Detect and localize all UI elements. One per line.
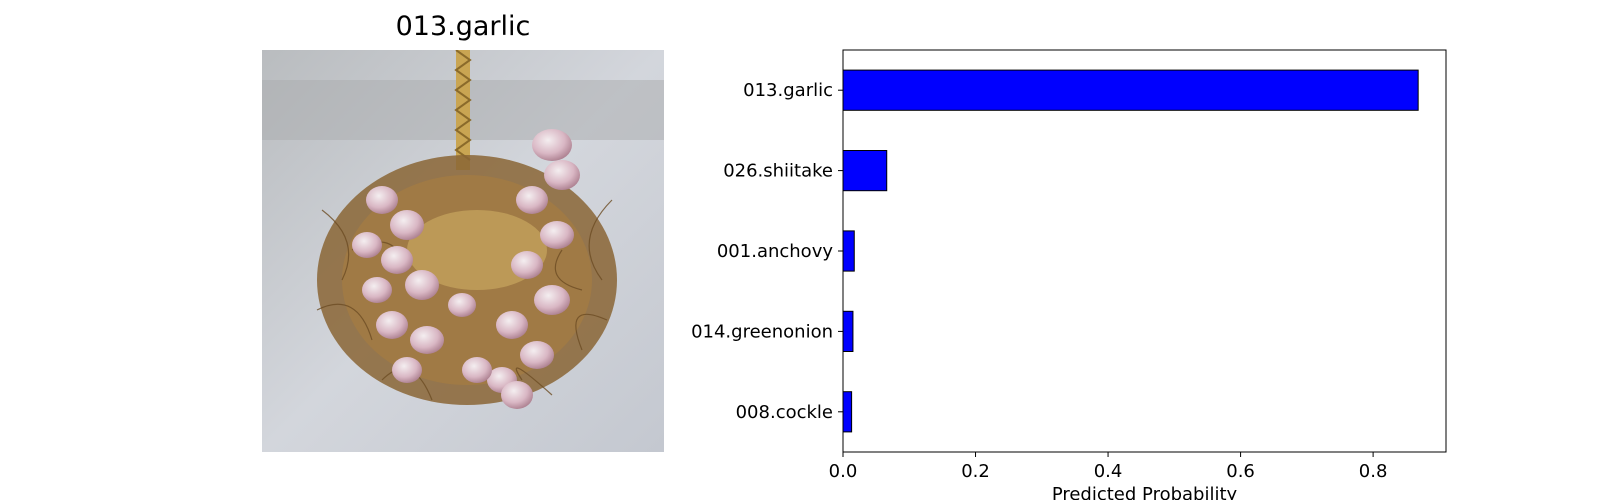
x-tick-label: 0.0 <box>829 461 858 482</box>
y-tick-group: 013.garlic 026.shiitake 001.anchovy 014.gre… <box>691 80 843 423</box>
x-tick-label: 0.8 <box>1359 461 1388 482</box>
x-tick-label: 0.4 <box>1094 461 1123 482</box>
bar-001.anchovy <box>842 230 855 272</box>
y-tick-label: 008.cockle <box>736 402 833 423</box>
garlic-photo <box>262 50 664 452</box>
y-tick-label: 001.anchovy <box>717 241 833 262</box>
bar-026.shiitake <box>842 150 888 192</box>
x-axis-label: Predicted Probability <box>1052 484 1238 500</box>
bars-group <box>842 69 1419 433</box>
x-tick-group: 0.0 0.2 0.4 0.6 0.8 <box>829 452 1388 482</box>
garlic-bundle-illustration <box>262 50 664 452</box>
y-tick-label: 026.shiitake <box>723 161 833 182</box>
y-tick-label: 013.garlic <box>743 80 833 101</box>
bar-008.cockle <box>842 391 853 433</box>
bar-014.greenonion <box>842 310 854 352</box>
image-title: 013.garlic <box>395 11 531 42</box>
y-tick-label: 014.greenonion <box>691 321 833 342</box>
x-tick-label: 0.2 <box>961 461 990 482</box>
bar-013.garlic <box>842 69 1419 111</box>
x-tick-label: 0.6 <box>1226 461 1255 482</box>
